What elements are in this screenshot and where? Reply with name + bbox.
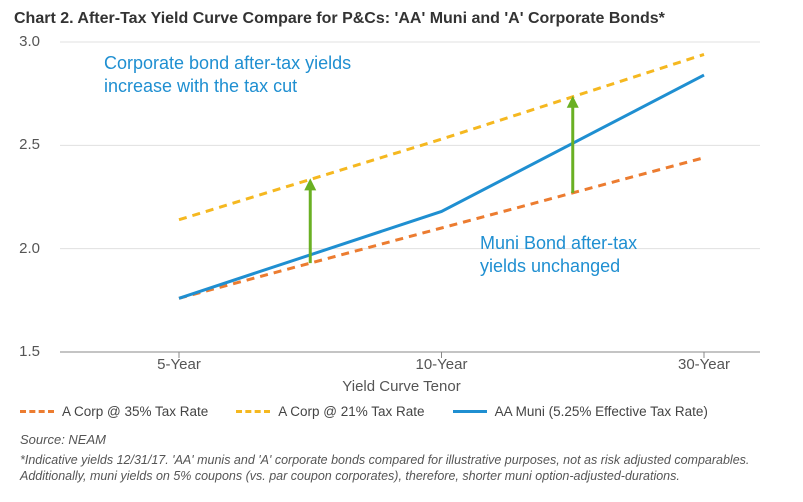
legend-swatch	[453, 410, 487, 413]
chart-annotation: Corporate bond after-tax yields increase…	[104, 52, 351, 97]
y-tick-label: 3.0	[0, 33, 40, 50]
chart-title: Chart 2. After-Tax Yield Curve Compare f…	[0, 0, 803, 28]
legend-swatch	[20, 410, 54, 413]
x-tick-label: 10-Year	[402, 356, 482, 373]
series-line	[179, 158, 704, 299]
x-axis-title: Yield Curve Tenor	[0, 378, 803, 395]
legend-item: A Corp @ 35% Tax Rate	[20, 404, 208, 419]
chart-source: Source: NEAM	[20, 432, 106, 447]
y-tick-label: 2.0	[0, 240, 40, 257]
legend-label: A Corp @ 21% Tax Rate	[278, 404, 424, 419]
x-tick-label: 30-Year	[664, 356, 744, 373]
x-tick-label: 5-Year	[139, 356, 219, 373]
legend-swatch	[236, 410, 270, 413]
legend-label: A Corp @ 35% Tax Rate	[62, 404, 208, 419]
legend-label: AA Muni (5.25% Effective Tax Rate)	[495, 404, 708, 419]
y-tick-label: 2.5	[0, 136, 40, 153]
y-tick-label: 1.5	[0, 343, 40, 360]
chart-annotation: Muni Bond after-tax yields unchanged	[480, 232, 637, 277]
chart-footnote: *Indicative yields 12/31/17. 'AA' munis …	[20, 452, 783, 485]
legend-item: A Corp @ 21% Tax Rate	[236, 404, 424, 419]
chart-legend: A Corp @ 35% Tax Rate A Corp @ 21% Tax Ra…	[20, 404, 783, 419]
legend-item: AA Muni (5.25% Effective Tax Rate)	[453, 404, 708, 419]
